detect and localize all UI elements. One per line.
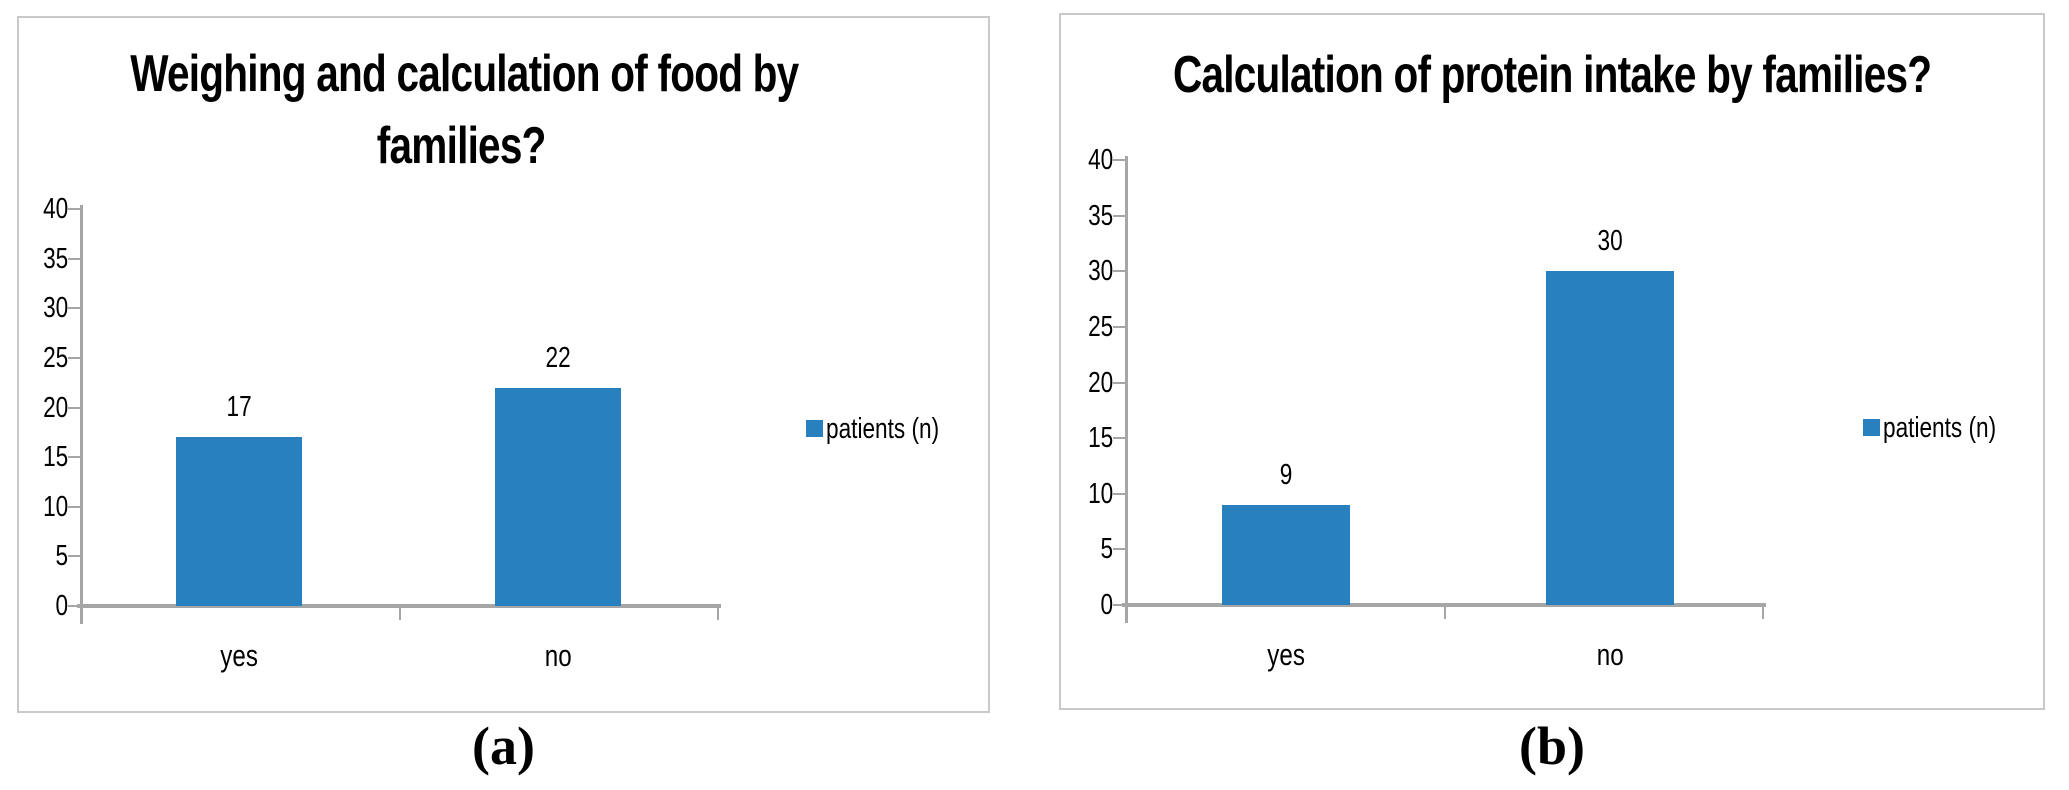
y-tick-label-text: 0 bbox=[55, 590, 68, 622]
y-tick-label: 20 bbox=[1055, 365, 1113, 401]
bar-yes bbox=[1222, 505, 1350, 605]
y-axis-line bbox=[80, 205, 83, 624]
bar-no bbox=[1546, 271, 1674, 605]
y-tick-label: 5 bbox=[10, 538, 68, 574]
y-tick-label-text: 25 bbox=[1087, 311, 1113, 343]
x-category-label: no bbox=[1540, 635, 1680, 675]
x-category-label-text: yes bbox=[220, 638, 258, 673]
y-tick-mark bbox=[1113, 215, 1126, 217]
chart-b-plot-area: 40 35 30 25 20 15 10 5 0 9 yes 30 no bbox=[1088, 144, 1766, 672]
y-tick-label-text: 0 bbox=[1100, 589, 1113, 621]
y-tick-mark bbox=[1113, 548, 1126, 550]
y-tick-mark bbox=[68, 208, 81, 210]
y-tick-label: 15 bbox=[10, 439, 68, 475]
y-tick-label-text: 10 bbox=[1087, 478, 1113, 510]
chart-b-title-line1: Calculation of protein intake by familie… bbox=[1172, 46, 1932, 104]
bar-value-label: 22 bbox=[498, 340, 618, 376]
y-tick-mark bbox=[1113, 159, 1126, 161]
bar-value-label-text: 22 bbox=[545, 342, 571, 374]
y-tick-mark bbox=[68, 258, 81, 260]
y-tick-label: 0 bbox=[1055, 587, 1113, 623]
y-tick-label: 15 bbox=[1055, 420, 1113, 456]
x-tick-mark bbox=[1444, 605, 1446, 619]
chart-a-title: Weighing and calculation of food by fami… bbox=[36, 38, 886, 182]
x-category-label-text: yes bbox=[1267, 637, 1305, 672]
chart-a-title-line1: Weighing and calculation of food by bbox=[130, 45, 799, 103]
x-tick-mark bbox=[399, 606, 401, 620]
legend-swatch-icon bbox=[806, 420, 823, 437]
y-tick-label-text: 35 bbox=[1087, 200, 1113, 232]
y-tick-label-text: 5 bbox=[55, 540, 68, 572]
y-tick-label: 0 bbox=[10, 588, 68, 624]
bar-value-label-text: 30 bbox=[1597, 225, 1623, 257]
y-tick-mark bbox=[1113, 326, 1126, 328]
subfigure-label-b: (b) bbox=[1519, 716, 1585, 776]
y-tick-label-text: 40 bbox=[42, 193, 68, 225]
y-tick-label: 40 bbox=[10, 191, 68, 227]
y-tick-label: 25 bbox=[1055, 309, 1113, 345]
y-tick-mark bbox=[1113, 493, 1126, 495]
y-tick-label-text: 40 bbox=[1087, 144, 1113, 176]
y-tick-mark bbox=[1113, 382, 1126, 384]
subfigure-label-a: (a) bbox=[472, 716, 535, 776]
x-category-label: yes bbox=[169, 636, 309, 676]
bar-yes bbox=[176, 437, 302, 606]
y-tick-mark bbox=[68, 357, 81, 359]
x-tick-mark bbox=[1762, 605, 1764, 619]
y-tick-mark bbox=[68, 407, 81, 409]
y-tick-label: 25 bbox=[10, 340, 68, 376]
chart-b-title: Calculation of protein intake by familie… bbox=[1061, 39, 2043, 111]
y-tick-mark bbox=[68, 555, 81, 557]
y-axis-line bbox=[1125, 156, 1128, 623]
chart-panel-b: Calculation of protein intake by familie… bbox=[1059, 13, 2045, 710]
bar-value-label: 30 bbox=[1550, 223, 1670, 259]
y-tick-label-text: 25 bbox=[42, 342, 68, 374]
chart-a-legend-label: patients (n) bbox=[826, 413, 940, 445]
y-tick-label: 10 bbox=[10, 489, 68, 525]
legend-swatch-icon bbox=[1863, 419, 1880, 436]
x-category-label: no bbox=[488, 636, 628, 676]
chart-a-plot-area: 40 35 30 25 20 15 10 5 0 17 yes 22 no bbox=[43, 193, 721, 673]
y-tick-label-text: 15 bbox=[42, 441, 68, 473]
y-tick-mark bbox=[1113, 437, 1126, 439]
bar-value-label: 9 bbox=[1226, 457, 1346, 493]
y-tick-label: 10 bbox=[1055, 476, 1113, 512]
chart-a-title-line2: families? bbox=[376, 117, 547, 175]
y-tick-label-text: 15 bbox=[1087, 422, 1113, 454]
y-tick-mark bbox=[1113, 604, 1126, 606]
bar-no bbox=[495, 388, 621, 606]
chart-b-legend-label: patients (n) bbox=[1883, 412, 1997, 444]
y-tick-label-text: 30 bbox=[42, 292, 68, 324]
y-tick-label: 20 bbox=[10, 390, 68, 426]
y-tick-mark bbox=[68, 506, 81, 508]
bar-value-label-text: 9 bbox=[1279, 459, 1293, 491]
y-tick-mark bbox=[68, 307, 81, 309]
x-category-label: yes bbox=[1216, 635, 1356, 675]
x-tick-mark bbox=[717, 606, 719, 620]
chart-panel-a: Weighing and calculation of food by fami… bbox=[17, 16, 990, 713]
bar-value-label: 17 bbox=[179, 389, 299, 425]
y-tick-label: 30 bbox=[1055, 253, 1113, 289]
y-tick-label-text: 10 bbox=[42, 491, 68, 523]
y-tick-label-text: 35 bbox=[42, 243, 68, 275]
x-category-label-text: no bbox=[544, 638, 572, 673]
x-category-label-text: no bbox=[1596, 637, 1624, 672]
y-tick-mark bbox=[1113, 270, 1126, 272]
y-tick-label: 30 bbox=[10, 290, 68, 326]
y-tick-label: 35 bbox=[1055, 198, 1113, 234]
y-tick-label-text: 5 bbox=[1100, 533, 1113, 565]
y-tick-label-text: 20 bbox=[42, 392, 68, 424]
y-tick-label: 40 bbox=[1055, 142, 1113, 178]
y-tick-label-text: 30 bbox=[1087, 255, 1113, 287]
y-tick-label: 5 bbox=[1055, 531, 1113, 567]
y-tick-mark bbox=[68, 456, 81, 458]
y-tick-label: 35 bbox=[10, 241, 68, 277]
bar-value-label-text: 17 bbox=[226, 391, 252, 423]
y-tick-label-text: 20 bbox=[1087, 367, 1113, 399]
y-tick-mark bbox=[68, 605, 81, 607]
